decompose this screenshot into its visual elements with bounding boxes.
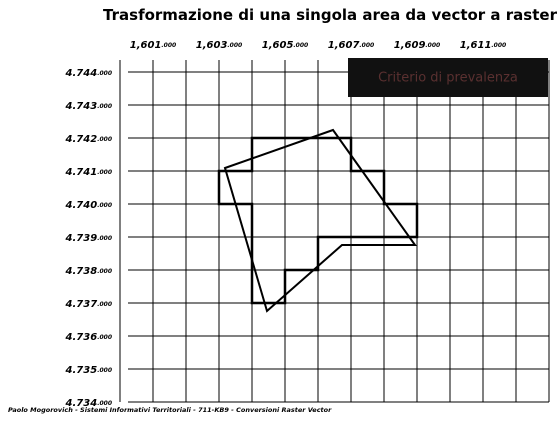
x-label: 1,607.000	[328, 40, 374, 51]
y-label-main: 4.737	[65, 299, 98, 310]
badge-text: Criterio di prevalenza	[378, 71, 518, 86]
y-label: 4.740.000	[65, 200, 112, 211]
title: Trasformazione di una singola area da ve…	[103, 6, 558, 24]
y-label-small: .000	[97, 235, 112, 242]
y-label: 4.737.000	[65, 299, 112, 310]
y-label-small: .000	[97, 103, 112, 110]
y-label: 4.739.000	[65, 233, 112, 244]
y-label-small: .000	[97, 301, 112, 308]
y-label-small: .000	[97, 367, 112, 374]
x-label: 1,605.000	[262, 40, 308, 51]
y-label-main: 4.740	[65, 200, 98, 211]
y-label-main: 4.734	[65, 398, 98, 409]
y-label-main: 4.744	[65, 68, 98, 79]
x-label-small: .000	[293, 42, 308, 49]
x-label-main: 1,601	[130, 40, 162, 51]
y-label-main: 4.743	[65, 101, 98, 112]
y-label: 4.736.000	[65, 332, 112, 343]
x-label-small: .000	[425, 42, 440, 49]
x-label-main: 1,605	[262, 40, 294, 51]
y-label-main: 4.742	[65, 134, 98, 145]
y-label: 4.743.000	[65, 101, 112, 112]
x-label-small: .000	[491, 42, 506, 49]
y-label: 4.734.000	[65, 398, 112, 409]
y-label-main: 4.741	[65, 167, 98, 178]
y-label-small: .000	[97, 268, 112, 275]
x-label-main: 1,603	[196, 40, 228, 51]
x-label-small: .000	[161, 42, 176, 49]
y-label-small: .000	[97, 70, 112, 77]
badge-box	[348, 58, 548, 97]
x-label: 1,611.000	[460, 40, 506, 51]
vector-polygon	[223, 128, 417, 313]
y-label-main: 4.739	[65, 233, 98, 244]
x-label: 1,601.000	[130, 40, 176, 51]
x-label: 1,609.000	[394, 40, 440, 51]
x-label: 1,603.000	[196, 40, 242, 51]
y-label-main: 4.738	[65, 266, 98, 277]
x-label-main: 1,611	[460, 40, 492, 51]
y-label: 4.738.000	[65, 266, 112, 277]
y-label-small: .000	[97, 136, 112, 143]
y-label: 4.741.000	[65, 167, 112, 178]
x-label-main: 1,609	[394, 40, 426, 51]
y-label-main: 4.735	[65, 365, 98, 376]
y-label-small: .000	[97, 334, 112, 341]
y-label-small: .000	[97, 400, 112, 407]
raster-outline	[217, 136, 419, 305]
y-label: 4.735.000	[65, 365, 112, 376]
x-label-small: .000	[359, 42, 374, 49]
y-label-main: 4.736	[65, 332, 98, 343]
footer: Paolo Mogorovich - Sistemi Informativi T…	[8, 406, 332, 414]
x-label-small: .000	[227, 42, 242, 49]
y-label: 4.744.000	[65, 68, 112, 79]
y-label-small: .000	[97, 202, 112, 209]
y-label-small: .000	[97, 169, 112, 176]
x-label-main: 1,607	[328, 40, 360, 51]
y-label: 4.742.000	[65, 134, 112, 145]
